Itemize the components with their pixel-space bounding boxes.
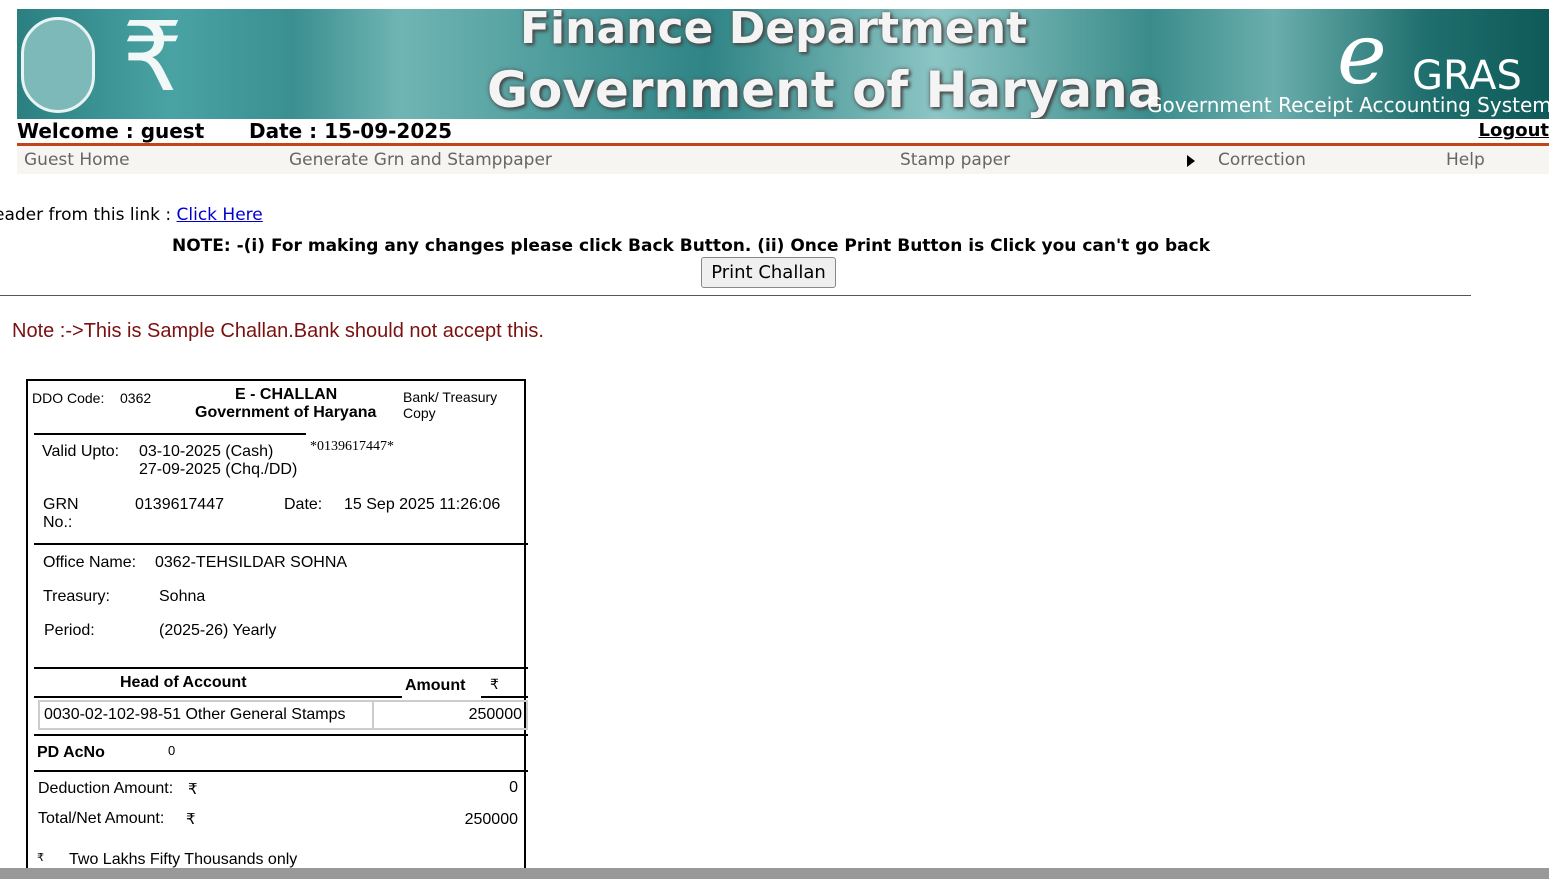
logout-link[interactable]: Logout xyxy=(1478,120,1549,141)
e-challan: DDO Code: 0362 E - CHALLAN Government of… xyxy=(26,379,528,879)
nav-guest-home[interactable]: Guest Home xyxy=(24,150,130,170)
rupee-logo-icon: ₹ xyxy=(122,9,184,113)
horizontal-scrollbar[interactable] xyxy=(0,868,1549,879)
office-name-label: Office Name: xyxy=(43,554,137,571)
total-label: Total/Net Amount: xyxy=(38,810,165,827)
challan-subtitle: Government of Haryana xyxy=(195,404,377,421)
copy-type-line2: Copy xyxy=(403,405,436,421)
date-label: Date: xyxy=(284,496,323,513)
welcome-text: Welcome : guest xyxy=(17,119,205,143)
head-of-account-row: 0030-02-102-98-51 Other General Stamps xyxy=(44,706,346,723)
treasury-label: Treasury: xyxy=(43,588,110,605)
treasury-value: Sohna xyxy=(159,588,206,605)
barcode: *0139617447* xyxy=(310,439,394,454)
rupee-icon: ₹ xyxy=(490,677,499,693)
deduction-value: 0 xyxy=(509,779,518,796)
egras-logo-full: Government Receipt Accounting System xyxy=(1147,93,1549,117)
banner-title-line1: Finance Department xyxy=(520,9,1028,54)
print-challan-button[interactable]: Print Challan xyxy=(701,257,836,288)
nav-correction[interactable]: Correction xyxy=(1218,150,1306,170)
rupee-icon: ₹ xyxy=(186,810,196,828)
nav-generate-grn[interactable]: Generate Grn and Stamppaper xyxy=(289,150,552,170)
date-value: 15 Sep 2025 11:26:06 xyxy=(344,496,501,513)
period-label: Period: xyxy=(44,622,95,639)
challan-title: E - CHALLAN xyxy=(235,386,338,403)
header-divider xyxy=(17,143,1549,146)
instruction-note: NOTE: -(i) For making any changes please… xyxy=(172,236,1211,256)
egras-logo-text: GRAS xyxy=(1412,53,1522,99)
valid-chq: 27-09-2025 (Chq./DD) xyxy=(139,461,298,478)
current-date: Date : 15-09-2025 xyxy=(249,119,453,143)
pd-acno-label: PD AcNo xyxy=(37,744,105,761)
sample-challan-note: Note :->This is Sample Challan.Bank shou… xyxy=(12,320,544,342)
valid-upto-label: Valid Upto: xyxy=(42,443,120,460)
grn-label-2: No.: xyxy=(43,514,73,531)
total-value: 250000 xyxy=(464,811,518,828)
copy-type-line1: Bank/ Treasury xyxy=(403,389,498,405)
rupee-icon: ₹ xyxy=(188,780,198,798)
nav-stamp-paper[interactable]: Stamp paper xyxy=(900,150,1011,170)
egras-logo-e: e xyxy=(1337,9,1387,103)
haryana-seal-logo xyxy=(21,17,95,113)
grn-label: GRN xyxy=(43,496,79,513)
main-nav: Guest Home Generate Grn and Stamppaper S… xyxy=(17,146,1549,174)
banner-title-line2: Government of Haryana xyxy=(487,61,1162,119)
head-of-account-header: Head of Account xyxy=(120,674,247,691)
submenu-arrow-icon xyxy=(1187,155,1195,167)
office-name-value: 0362-TEHSILDAR SOHNA xyxy=(155,554,348,571)
period-value: (2025-26) Yearly xyxy=(159,622,277,639)
head-amount: 250000 xyxy=(468,706,522,723)
click-here-link[interactable]: Click Here xyxy=(176,205,263,225)
amount-in-words: Two Lakhs Fifty Thousands only xyxy=(69,851,298,868)
divider xyxy=(0,295,1471,296)
ddo-code-label: DDO Code: xyxy=(32,390,105,406)
deduction-label: Deduction Amount: xyxy=(38,780,174,797)
ddo-code-value: 0362 xyxy=(120,390,152,406)
nav-help[interactable]: Help xyxy=(1446,150,1485,170)
reader-download-line: eader from this link : Click Here xyxy=(0,205,263,225)
rupee-icon: ₹ xyxy=(37,851,44,864)
amount-header: Amount xyxy=(405,677,466,694)
pd-acno-value: 0 xyxy=(168,743,176,758)
header-banner: ₹ Finance Department Government of Harya… xyxy=(17,9,1549,119)
valid-cash: 03-10-2025 (Cash) xyxy=(139,443,274,460)
grn-value: 0139617447 xyxy=(135,496,224,513)
